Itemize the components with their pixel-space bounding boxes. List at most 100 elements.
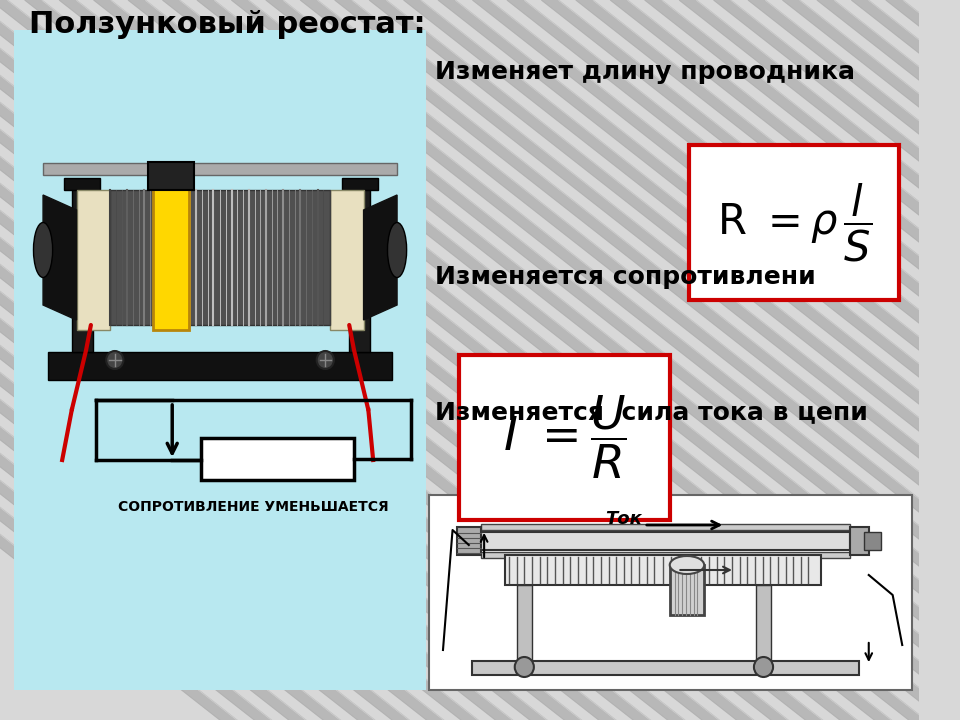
Polygon shape — [25, 0, 960, 720]
Polygon shape — [576, 0, 960, 720]
Bar — [459, 355, 670, 520]
Polygon shape — [404, 0, 960, 720]
Polygon shape — [0, 0, 909, 720]
Ellipse shape — [34, 222, 53, 277]
Polygon shape — [0, 0, 599, 720]
Bar — [330, 190, 364, 330]
Polygon shape — [765, 0, 960, 720]
Polygon shape — [0, 0, 564, 720]
Polygon shape — [834, 0, 960, 720]
Polygon shape — [0, 0, 358, 720]
Bar — [14, 30, 426, 690]
Polygon shape — [370, 0, 960, 720]
Circle shape — [754, 657, 773, 677]
Bar — [481, 552, 850, 558]
Polygon shape — [713, 0, 960, 720]
Polygon shape — [0, 0, 410, 720]
Text: Изменяется  сила тока в цепи: Изменяется сила тока в цепи — [435, 400, 868, 424]
Bar — [110, 190, 330, 325]
Polygon shape — [214, 0, 960, 720]
Polygon shape — [145, 0, 960, 720]
Polygon shape — [43, 195, 77, 320]
Polygon shape — [955, 0, 960, 720]
Bar — [148, 162, 194, 190]
Polygon shape — [0, 0, 237, 720]
Polygon shape — [0, 0, 289, 720]
Polygon shape — [800, 0, 960, 720]
Polygon shape — [266, 0, 960, 720]
Polygon shape — [162, 0, 960, 720]
Polygon shape — [0, 0, 341, 720]
Polygon shape — [903, 0, 960, 720]
Circle shape — [317, 351, 334, 369]
Polygon shape — [0, 0, 857, 720]
Text: $I\ =\dfrac{U}{R}$: $I\ =\dfrac{U}{R}$ — [503, 394, 627, 482]
Ellipse shape — [670, 556, 705, 574]
Bar — [516, 585, 532, 661]
Polygon shape — [0, 0, 926, 720]
Text: $\mathrm{R}\ =\rho\,\dfrac{l}{S}$: $\mathrm{R}\ =\rho\,\dfrac{l}{S}$ — [716, 181, 872, 264]
Polygon shape — [60, 0, 960, 720]
Bar — [349, 182, 371, 352]
Polygon shape — [0, 0, 393, 720]
Polygon shape — [364, 195, 397, 320]
Bar — [342, 178, 378, 190]
Polygon shape — [472, 0, 960, 720]
Bar — [670, 565, 705, 615]
Polygon shape — [0, 0, 823, 720]
Bar — [756, 585, 771, 661]
Polygon shape — [0, 0, 616, 720]
Polygon shape — [335, 0, 960, 720]
Polygon shape — [869, 0, 960, 720]
Ellipse shape — [388, 222, 407, 277]
Polygon shape — [77, 0, 960, 720]
Bar — [689, 145, 900, 300]
Polygon shape — [387, 0, 960, 720]
Polygon shape — [129, 0, 960, 720]
Polygon shape — [0, 0, 771, 720]
Polygon shape — [421, 0, 960, 720]
Polygon shape — [0, 0, 478, 720]
Bar — [77, 190, 110, 330]
Bar — [864, 532, 881, 550]
Polygon shape — [507, 0, 960, 720]
Polygon shape — [541, 0, 960, 720]
Polygon shape — [438, 0, 960, 720]
Polygon shape — [628, 0, 960, 720]
Polygon shape — [0, 0, 444, 720]
Polygon shape — [0, 0, 306, 720]
Polygon shape — [0, 0, 324, 720]
Polygon shape — [300, 0, 960, 720]
Polygon shape — [490, 0, 960, 720]
Bar — [457, 527, 481, 555]
Polygon shape — [0, 0, 426, 720]
Bar — [471, 661, 859, 675]
Polygon shape — [0, 0, 272, 720]
Bar — [201, 438, 354, 480]
Polygon shape — [593, 0, 960, 720]
Polygon shape — [0, 0, 736, 720]
Polygon shape — [94, 0, 960, 720]
Polygon shape — [938, 0, 960, 720]
Polygon shape — [0, 0, 651, 720]
Polygon shape — [0, 0, 668, 720]
Text: Изменяется сопротивлени: Изменяется сопротивлени — [435, 265, 816, 289]
Polygon shape — [180, 0, 960, 720]
Polygon shape — [662, 0, 960, 720]
Polygon shape — [0, 0, 461, 720]
Polygon shape — [0, 0, 685, 720]
Bar — [481, 524, 850, 530]
Polygon shape — [0, 0, 703, 720]
Bar — [72, 182, 93, 352]
Polygon shape — [852, 0, 960, 720]
Polygon shape — [0, 0, 513, 720]
Polygon shape — [0, 0, 495, 720]
Bar — [64, 178, 101, 190]
Polygon shape — [886, 0, 960, 720]
Circle shape — [515, 657, 534, 677]
Polygon shape — [0, 0, 547, 720]
Polygon shape — [111, 0, 960, 720]
Bar — [153, 180, 189, 330]
Polygon shape — [0, 0, 719, 720]
Polygon shape — [697, 0, 960, 720]
